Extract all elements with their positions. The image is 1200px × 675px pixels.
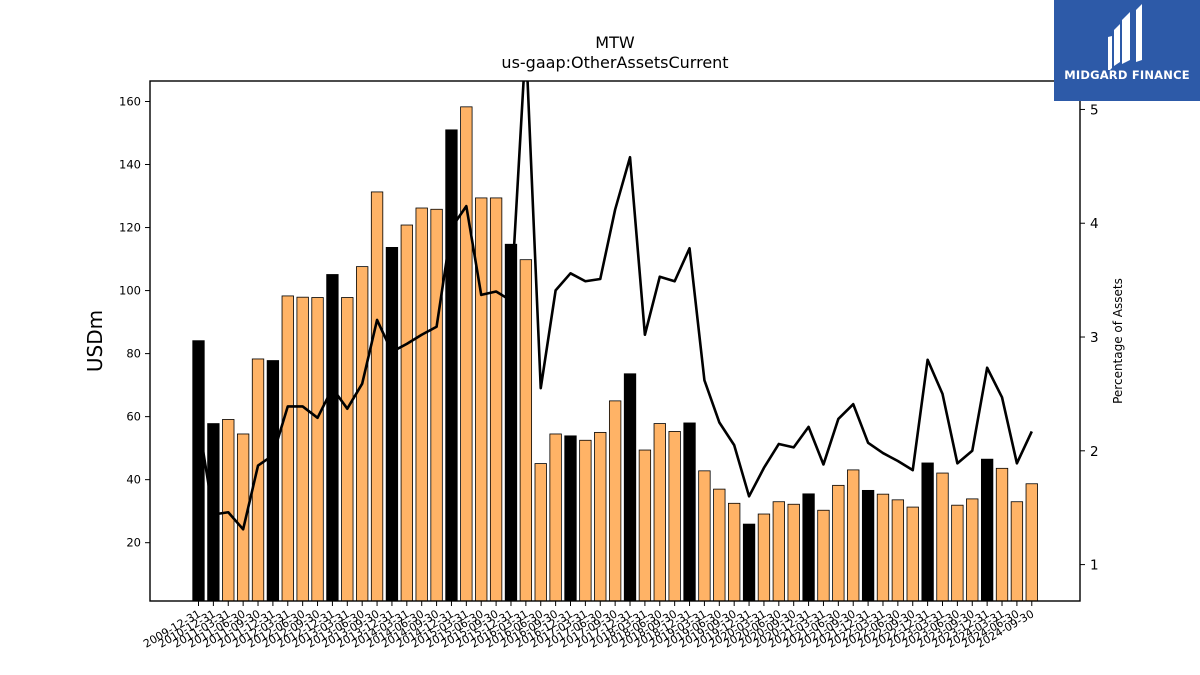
- bar: [787, 503, 800, 602]
- bar: [564, 435, 577, 602]
- y-tick-label: 20: [126, 536, 141, 550]
- bars: [192, 106, 1038, 602]
- y-tick-label: 40: [126, 473, 141, 487]
- y-axis-label: USDm: [83, 310, 107, 372]
- bar: [489, 197, 503, 602]
- y-axis-ticks: 20 40 60 80 100 120 140 160: [119, 94, 150, 550]
- bar: [683, 422, 696, 602]
- y-tick-label: 80: [126, 347, 141, 361]
- bar: [356, 266, 369, 602]
- percentage-line-layer: [197, 81, 1033, 531]
- y-tick-label: 60: [126, 410, 141, 424]
- bar: [891, 499, 905, 602]
- bar: [921, 462, 934, 602]
- brand-logo: MIDGARD FINANCE: [1054, 0, 1200, 101]
- bar: [341, 297, 354, 602]
- bar: [594, 431, 607, 602]
- y-tick-label: 160: [119, 94, 141, 108]
- y2-axis-label: Percentage of Assets: [1111, 278, 1125, 404]
- bar: [817, 509, 830, 602]
- y2-axis-ticks: 1 2 3 4 5: [1080, 102, 1099, 574]
- bar: [966, 498, 979, 602]
- bar: [757, 513, 771, 602]
- bar: [802, 493, 815, 602]
- bar: [1010, 501, 1024, 602]
- bar: [385, 246, 399, 602]
- y2-tick-label: 5: [1090, 102, 1099, 118]
- bar: [936, 472, 949, 602]
- bar: [370, 191, 384, 602]
- bar: [623, 373, 637, 602]
- bar: [728, 502, 741, 602]
- chart-subtitle: us-gaap:OtherAssetsCurrent: [501, 53, 728, 72]
- bar: [713, 488, 726, 602]
- y2-tick-label: 3: [1090, 330, 1099, 346]
- bar: [861, 489, 875, 602]
- bar: [326, 274, 339, 602]
- bar: [668, 431, 681, 602]
- y2-tick-label: 2: [1090, 444, 1099, 460]
- bar: [1025, 483, 1038, 602]
- y2-tick-label: 1: [1090, 558, 1099, 574]
- bar: [519, 259, 533, 602]
- bar: [847, 469, 860, 602]
- bar: [534, 463, 547, 602]
- y-tick-label: 120: [119, 221, 141, 235]
- bar: [638, 449, 652, 602]
- bar: [876, 493, 890, 602]
- bar: [653, 423, 666, 602]
- bar: [832, 484, 845, 602]
- x-axis-ticks: 2009-12-312010-12-312011-03-312011-06-30…: [141, 601, 1036, 651]
- logo-icon: [1108, 4, 1142, 70]
- bar: [192, 340, 205, 602]
- chart-title: MTW: [595, 33, 635, 52]
- bar: [266, 360, 280, 602]
- y2-tick-label: 4: [1090, 216, 1099, 232]
- bar: [951, 504, 964, 602]
- bar: [222, 419, 235, 602]
- bar: [698, 470, 711, 602]
- percentage-line: [197, 81, 1033, 531]
- bar: [475, 197, 488, 602]
- bar: [400, 224, 413, 602]
- bar: [995, 467, 1009, 602]
- bar: [415, 207, 428, 602]
- bar: [430, 208, 443, 602]
- bar: [281, 295, 294, 602]
- bar: [311, 297, 324, 602]
- bar: [549, 433, 562, 602]
- y-tick-label: 140: [119, 158, 141, 172]
- bar: [460, 106, 473, 602]
- bar: [608, 400, 622, 602]
- bar: [742, 523, 756, 602]
- bar: [772, 501, 785, 602]
- bar: [579, 439, 592, 602]
- bar: [980, 458, 994, 602]
- bar: [445, 129, 458, 602]
- plot-frame: [149, 80, 1081, 602]
- y-tick-label: 100: [119, 284, 141, 298]
- bar: [296, 296, 309, 602]
- bar: [906, 506, 919, 602]
- brand-name: MIDGARD FINANCE: [1064, 68, 1190, 82]
